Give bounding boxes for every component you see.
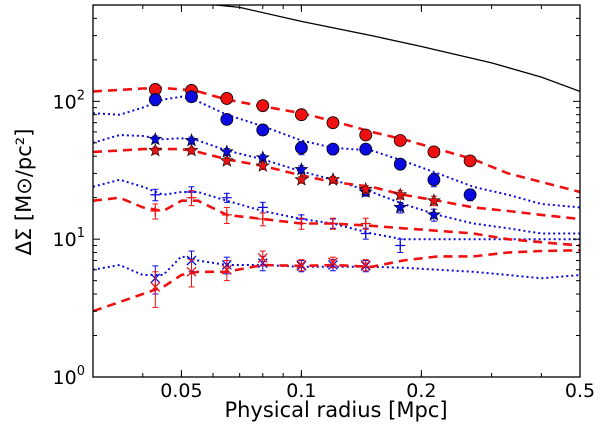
blue-stars-point	[148, 131, 163, 146]
blue-circles-point	[393, 157, 407, 171]
plot-frame	[92, 4, 581, 378]
red-stars-point	[393, 187, 408, 201]
red-plus-point	[296, 218, 307, 229]
red-x-point	[257, 253, 268, 263]
red-x-point	[296, 259, 307, 270]
blue-circles-point	[185, 90, 198, 104]
x-tick-label: 0.5	[565, 380, 595, 402]
blue-circles-point	[326, 142, 340, 156]
red-stars-point	[426, 193, 441, 207]
blue-plus-point	[150, 189, 161, 200]
red-circles-point	[427, 145, 441, 159]
red-circles-point	[256, 99, 270, 113]
blue-stars-point	[426, 207, 441, 221]
red-x-point	[186, 266, 197, 277]
red-circles-point	[220, 92, 234, 105]
y-tick-label: 101	[53, 226, 85, 251]
red-circles-point	[359, 128, 373, 142]
red-stars-point	[184, 143, 199, 157]
red-circles-point	[326, 116, 340, 130]
blue-circles-point	[295, 141, 308, 155]
red-plus-point	[257, 214, 268, 225]
red-stars-point	[325, 172, 340, 186]
curve-blue-dotted-2	[93, 133, 580, 235]
red-circles-point	[463, 154, 477, 168]
red-stars-point	[255, 158, 270, 172]
curve-black-solid	[93, 5, 580, 93]
red-plus-point	[186, 192, 197, 203]
model-curves	[93, 5, 580, 313]
red-x-point	[360, 259, 371, 270]
x-tick-label: 0.2	[406, 380, 436, 402]
red-circles-point	[295, 108, 308, 122]
blue-circles-point	[256, 123, 270, 137]
blue-plus-point	[395, 240, 406, 251]
blue-circles-point	[148, 93, 162, 106]
red-plus-point	[150, 206, 161, 217]
blue-plus-point	[257, 202, 268, 213]
curve-red-dashed-1	[93, 86, 580, 194]
axis-ticks: 0.05 0.1 0.2 0.5 100 101 102	[53, 4, 595, 402]
blue-circles-point	[463, 188, 477, 202]
y-tick-label: 100	[53, 364, 85, 389]
x-axis-label: Physical radius [Mpc]	[224, 398, 447, 422]
red-x-point	[150, 282, 161, 292]
blue-plus-point	[221, 192, 232, 203]
curve-blue-dotted-4	[93, 255, 580, 280]
blue-circles-point	[427, 173, 441, 187]
red-plus-point	[221, 209, 232, 220]
blue-plus-point	[360, 228, 371, 239]
red-plus-point	[360, 218, 371, 229]
red-stars-point	[148, 143, 163, 157]
y-axis-label: ΔΣ [M⊙/pc²]	[12, 129, 36, 256]
red-stars-point	[294, 172, 309, 186]
red-stars-point	[219, 153, 234, 167]
blue-circles-point	[220, 112, 234, 126]
data-points	[148, 83, 477, 308]
blue-stars-point	[393, 200, 408, 214]
curve-red-dashed-3	[93, 196, 580, 247]
blue-stars-point	[294, 162, 309, 176]
x-tick-label: 0.1	[286, 380, 316, 402]
blue-circles-point	[359, 142, 373, 156]
red-x-point	[221, 264, 232, 275]
y-tick-label: 102	[53, 88, 85, 113]
x-tick-label: 0.05	[160, 380, 202, 402]
red-stars-point	[358, 181, 373, 196]
red-circles-point	[393, 134, 407, 147]
red-x-point	[328, 257, 338, 268]
red-plus-point	[327, 218, 338, 229]
